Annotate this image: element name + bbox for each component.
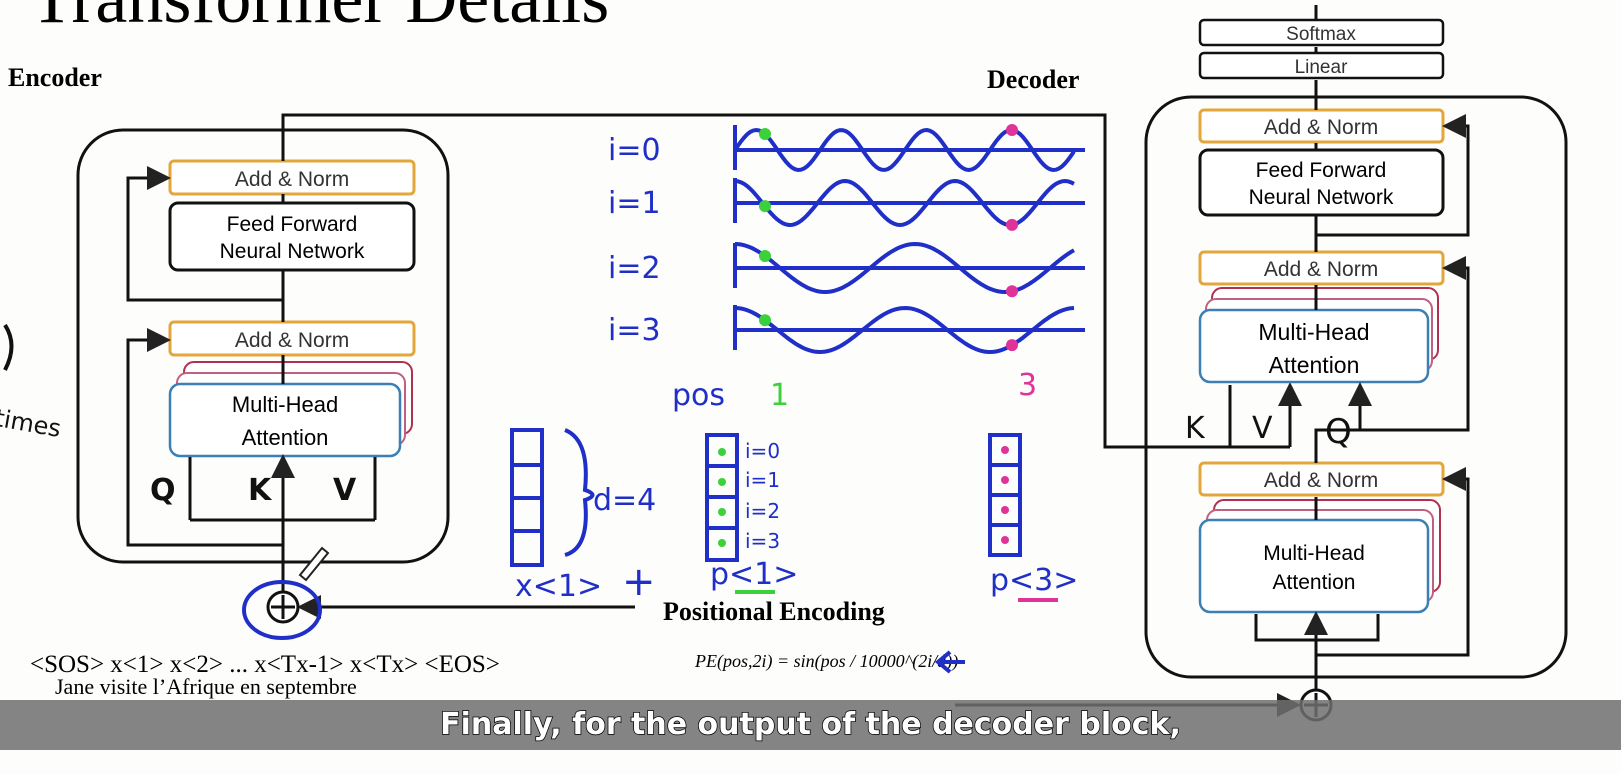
label: Add & Norm (1264, 116, 1378, 139)
wave-i-label: i=3 (608, 313, 661, 348)
position-dot (1006, 285, 1018, 298)
decoder-multi-head-attention-2 (1198, 518, 1430, 614)
sine-waves: i=0 i=1 i=2 i=3 (608, 124, 1085, 355)
pos-3-label: 3 (1018, 368, 1037, 403)
v-label: V (333, 473, 357, 508)
linear-box (1198, 51, 1445, 80)
margin-note: times (0, 404, 63, 443)
i-label: i=2 (745, 499, 780, 523)
label: Neural Network (1249, 186, 1394, 209)
wave-axis (733, 305, 1085, 350)
decoder-label: Decoder (987, 65, 1079, 94)
input-sequence: <SOS> x<1> x<2> ... x<Tx-1> x<Tx> <EOS> (30, 651, 500, 678)
encoder-label: Encoder (8, 63, 102, 92)
label: Add & Norm (1264, 258, 1378, 281)
wave-axis (733, 243, 1085, 288)
label: Feed Forward (227, 213, 358, 236)
position-dot (759, 314, 771, 327)
wave-i-label: i=0 (608, 133, 661, 168)
label: Feed Forward (1256, 159, 1387, 182)
subtitle-text: Finally, for the output of the decoder b… (439, 707, 1181, 743)
pos-label: pos (672, 378, 725, 413)
q-label: Q (150, 473, 176, 508)
pe-formula: PE(pos,2i) = sin(pos / 10000^(2i/d)) (694, 651, 958, 672)
position-dot (759, 200, 771, 213)
slide-title: Transformer Details (30, 0, 609, 38)
plus-label: + (622, 559, 656, 605)
label: Multi-Head (1263, 542, 1365, 565)
d-label: d=4 (593, 483, 656, 518)
label: Multi-Head (232, 392, 338, 417)
wave-axis (733, 178, 1085, 223)
label: Softmax (1286, 24, 1356, 45)
wave-i-label: i=1 (608, 186, 661, 221)
label: Neural Network (220, 240, 365, 263)
label: Attention (242, 425, 329, 450)
label: Attention (1269, 352, 1360, 378)
k-label: K (248, 473, 273, 508)
position-dot (1006, 218, 1018, 231)
positional-encoding-title: Positional Encoding (663, 597, 885, 626)
i-label: i=0 (745, 439, 780, 463)
position-dot (1006, 339, 1018, 352)
input-sentence: Jane visite l’Afrique en septembre (55, 674, 357, 699)
position-dot (759, 250, 771, 262)
pos-1-label: 1 (770, 378, 789, 413)
position-dot (1006, 124, 1018, 137)
p1-label: p<1> (710, 557, 798, 592)
decoder-multi-head-attention-1 (1198, 308, 1430, 384)
i-label: i=3 (745, 529, 780, 553)
label: Linear (1295, 57, 1348, 78)
vectors (510, 428, 1022, 567)
softmax-box (1198, 18, 1445, 47)
label: Attention (1273, 571, 1356, 594)
encoder-ffn (168, 201, 416, 272)
i-label: i=1 (745, 468, 780, 492)
v-label: V (1252, 411, 1273, 446)
k-label: K (1185, 411, 1206, 446)
video-subtitle: Finally, for the output of the decoder b… (0, 700, 1621, 750)
p3-label: p<3> (990, 563, 1078, 598)
label: Add & Norm (235, 329, 349, 352)
label: Add & Norm (1264, 469, 1378, 492)
q-label: Q (1325, 412, 1352, 452)
label: Add & Norm (235, 168, 349, 191)
decoder-block: Softmax Linear Add & Norm Feed Forward N… (955, 5, 1568, 722)
position-dot (759, 128, 771, 141)
wave-i-label: i=2 (608, 251, 661, 286)
decoder-ffn (1198, 148, 1445, 217)
encoder-block: Add & Norm Feed Forward Neural Network A… (76, 113, 1290, 640)
pen-cursor-icon (298, 546, 330, 582)
x1-label: x<1> (515, 569, 602, 604)
sine-wave (734, 305, 1075, 355)
label: Multi-Head (1258, 319, 1369, 345)
